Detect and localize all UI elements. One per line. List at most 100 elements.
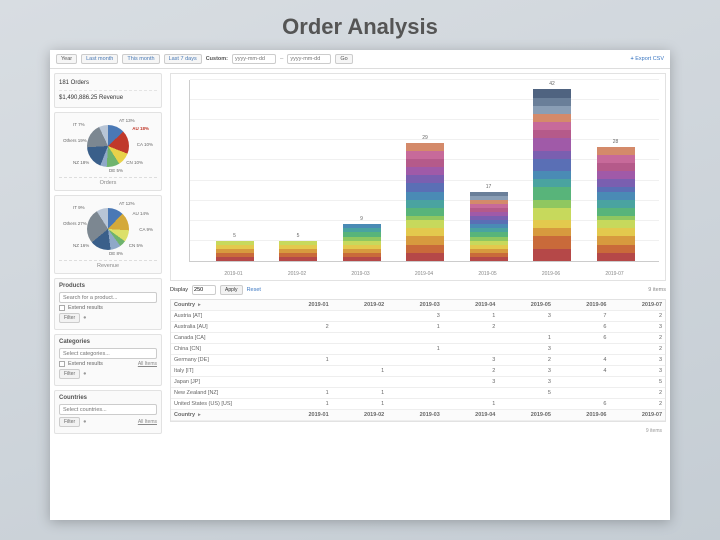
- export-csv-link[interactable]: Export CSV: [631, 56, 664, 62]
- value-cell: 1: [387, 344, 443, 354]
- x-axis-label: 2019-01: [215, 271, 253, 277]
- help-icon[interactable]: ●: [83, 315, 86, 321]
- display-label: Display: [170, 287, 188, 293]
- value-cell: 2: [609, 344, 665, 354]
- value-cell: 1: [332, 366, 388, 376]
- table-header-row: Country▸2019-012019-022019-032019-042019…: [171, 410, 665, 421]
- value-cell: [443, 333, 499, 343]
- value-cell: 2: [443, 322, 499, 332]
- country-cell: Germany [DE]: [171, 355, 276, 365]
- sort-icon[interactable]: ▸: [198, 412, 201, 418]
- x-axis-label: 2019-06: [532, 271, 570, 277]
- value-cell: 2019-02: [332, 300, 388, 310]
- date-from-input[interactable]: [232, 54, 276, 64]
- range-year[interactable]: Year: [56, 54, 77, 64]
- value-cell: 2019-05: [498, 410, 554, 420]
- value-cell: 6: [554, 333, 610, 343]
- value-cell: [387, 377, 443, 387]
- products-search-input[interactable]: [59, 292, 157, 303]
- value-cell: 2019-05: [498, 300, 554, 310]
- country-cell: Japan [JP]: [171, 377, 276, 387]
- help-icon[interactable]: ●: [83, 419, 86, 425]
- categories-filter: Categories Extend resultsAll Items Filte…: [54, 334, 162, 386]
- dashboard: Year Last month This month Last 7 days C…: [50, 50, 670, 520]
- country-cell: Austria [AT]: [171, 311, 276, 321]
- countries-title: Countries: [59, 395, 157, 401]
- orders-count: 181 Orders: [59, 78, 157, 88]
- categories-title: Categories: [59, 339, 157, 345]
- country-cell: United States (US) [US]: [171, 399, 276, 409]
- value-cell: [443, 344, 499, 354]
- range-last-month[interactable]: Last month: [81, 54, 118, 64]
- table-controls: Display Apply Reset 9 items: [170, 285, 666, 295]
- chart-bar: 9: [343, 224, 381, 261]
- pie-label: Others 27%: [63, 222, 87, 227]
- value-cell: 2019-03: [387, 300, 443, 310]
- products-filter-button[interactable]: Filter: [59, 313, 80, 323]
- country-cell: China [CN]: [171, 344, 276, 354]
- categories-select-input[interactable]: [59, 348, 157, 359]
- value-cell: 3: [498, 344, 554, 354]
- sort-icon[interactable]: ▸: [198, 302, 201, 308]
- value-cell: 2: [609, 311, 665, 321]
- bar-value-label: 17: [470, 184, 508, 190]
- apply-button[interactable]: Apply: [220, 285, 243, 295]
- table-row: China [CN] 1 3 2: [171, 344, 665, 355]
- revenue-pie: [87, 208, 129, 250]
- pie-label: CA 9%: [139, 228, 153, 233]
- pie-label: CN 10%: [126, 161, 143, 166]
- countries-all-link[interactable]: All Items: [138, 419, 157, 425]
- orders-pie: [87, 125, 129, 167]
- value-cell: 3: [498, 311, 554, 321]
- value-cell: 1: [443, 399, 499, 409]
- help-icon[interactable]: ●: [83, 371, 86, 377]
- bar-value-label: 28: [597, 139, 635, 145]
- products-extend-checkbox[interactable]: [59, 305, 65, 311]
- countries-filter-button[interactable]: Filter: [59, 417, 80, 427]
- bar-value-label: 42: [533, 81, 571, 87]
- countries-select-input[interactable]: [59, 404, 157, 415]
- country-table: Country▸2019-012019-022019-032019-042019…: [170, 299, 666, 422]
- categories-extend-checkbox[interactable]: [59, 361, 65, 367]
- value-cell: 6: [554, 399, 610, 409]
- categories-all-link[interactable]: All Items: [138, 361, 157, 367]
- value-cell: 2: [276, 322, 332, 332]
- country-cell: New Zealand [NZ]: [171, 388, 276, 398]
- value-cell: 3: [498, 366, 554, 376]
- go-button[interactable]: Go: [335, 54, 352, 64]
- x-axis-label: 2019-03: [342, 271, 380, 277]
- chart-bar: 5: [216, 241, 254, 261]
- pie-label: IT 9%: [73, 206, 85, 211]
- range-last-7[interactable]: Last 7 days: [164, 54, 202, 64]
- country-cell: Country▸: [171, 410, 276, 420]
- categories-filter-button[interactable]: Filter: [59, 369, 80, 379]
- pie-label: AT 12%: [119, 202, 135, 207]
- country-cell: Canada [CA]: [171, 333, 276, 343]
- value-cell: 2019-04: [443, 410, 499, 420]
- value-cell: 1: [443, 311, 499, 321]
- value-cell: 1: [276, 399, 332, 409]
- value-cell: 1: [276, 355, 332, 365]
- products-title: Products: [59, 283, 157, 289]
- range-this-month[interactable]: This month: [122, 54, 159, 64]
- pie-label: AU 18%: [132, 127, 149, 132]
- value-cell: 5: [498, 388, 554, 398]
- value-cell: [554, 344, 610, 354]
- date-to-input[interactable]: [287, 54, 331, 64]
- value-cell: [276, 377, 332, 387]
- value-cell: [498, 322, 554, 332]
- bar-value-label: 5: [216, 233, 254, 239]
- display-count-input[interactable]: [192, 285, 216, 295]
- value-cell: 1: [387, 322, 443, 332]
- value-cell: [332, 377, 388, 387]
- value-cell: 2019-06: [554, 300, 610, 310]
- value-cell: 2019-02: [332, 410, 388, 420]
- item-count-bottom: 9 items: [170, 426, 666, 436]
- countries-filter: Countries Filter● All Items: [54, 390, 162, 434]
- chart-bar: 42: [533, 89, 571, 261]
- reset-link[interactable]: Reset: [247, 287, 261, 293]
- chart-bar: 5: [279, 241, 317, 261]
- value-cell: 2: [609, 399, 665, 409]
- value-cell: 3: [387, 311, 443, 321]
- value-cell: 2019-04: [443, 300, 499, 310]
